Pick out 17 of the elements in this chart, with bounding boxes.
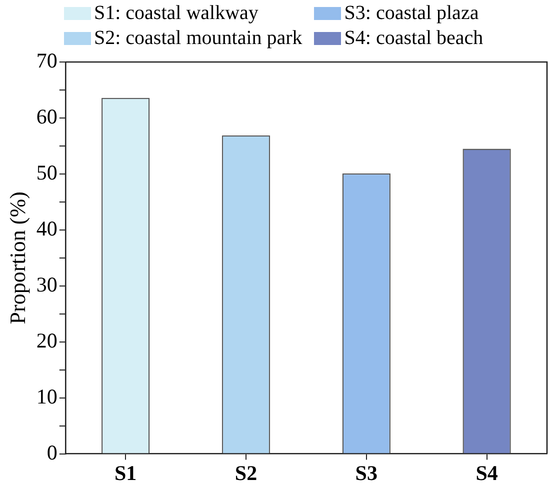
x-tick-label: S2: [234, 460, 258, 485]
x-tick-label: S4: [476, 460, 498, 485]
y-tick-label: 40: [36, 216, 58, 240]
y-tick-label: 20: [36, 328, 58, 352]
y-tick-label: 0: [46, 440, 58, 464]
x-tick-label: S1: [114, 460, 137, 485]
y-tick-label: 10: [36, 384, 58, 408]
y-axis-title: Proportion (%): [4, 192, 30, 324]
legend-label: S1: coastal walkway: [94, 2, 258, 25]
y-tick-label: 70: [36, 48, 58, 73]
legend-label: S3: coastal plaza: [344, 2, 479, 25]
y-tick-label: 50: [36, 160, 58, 184]
y-tick-label: 30: [36, 272, 58, 296]
x-tick-label: S3: [355, 460, 378, 485]
y-tick-label: 60: [36, 104, 58, 128]
legend-label: S4: coastal beach: [344, 27, 484, 50]
legend-label: S2: coastal mountain park: [94, 27, 302, 50]
